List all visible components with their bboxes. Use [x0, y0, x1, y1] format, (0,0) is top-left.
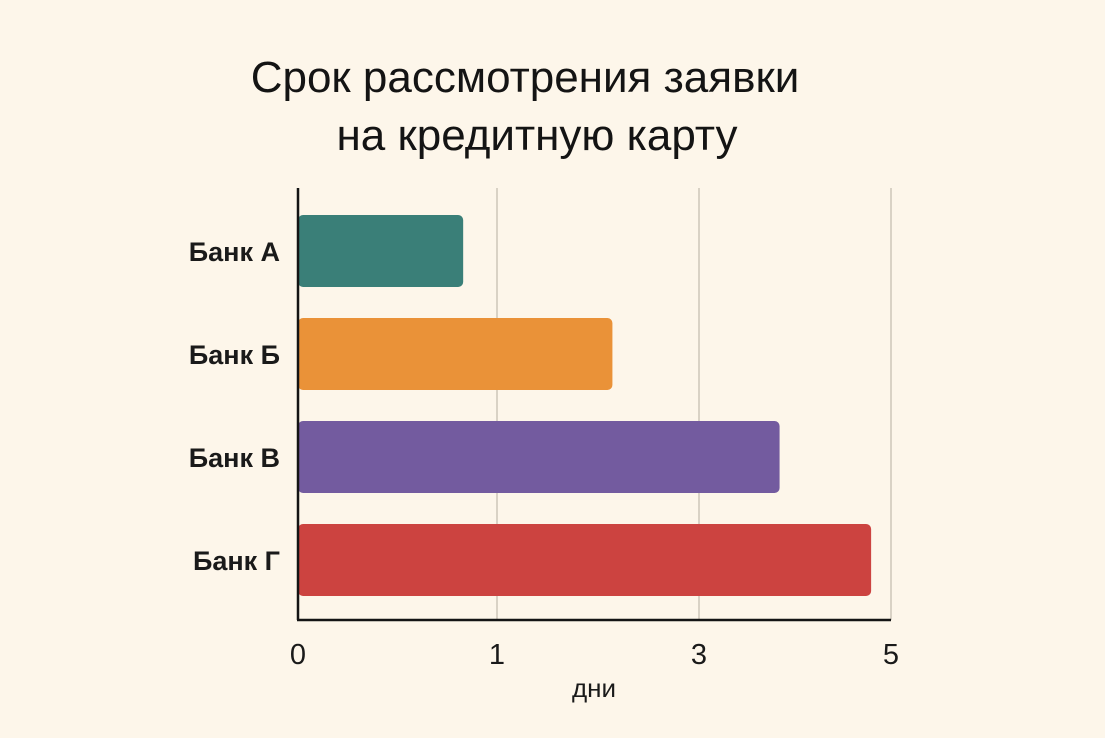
category-label-3: Банк В	[189, 443, 280, 473]
axes	[296, 188, 891, 622]
category-label-1: Банк А	[189, 237, 280, 267]
x-tick-label-1: 1	[489, 639, 505, 671]
x-axis-title: дни	[572, 673, 616, 703]
bars	[298, 215, 872, 596]
category-label-4: Банк Г	[193, 546, 280, 576]
x-tick-label-5: 5	[883, 639, 899, 671]
bar-1	[298, 215, 464, 287]
chart-title-line-1: Срок рассмотрения заявки	[251, 53, 800, 102]
x-tick-labels: 0 1 3 5	[290, 639, 899, 671]
chart-title-line-2: на кредитную карту	[337, 111, 738, 160]
category-labels: Банк А Банк Б Банк В Банк Г	[189, 237, 280, 576]
bar-2	[298, 318, 613, 390]
bar-4	[298, 524, 872, 596]
category-label-2: Банк Б	[189, 340, 280, 370]
bar-3	[298, 421, 780, 493]
x-tick-label-3: 3	[691, 639, 707, 671]
x-tick-label-0: 0	[290, 639, 306, 671]
